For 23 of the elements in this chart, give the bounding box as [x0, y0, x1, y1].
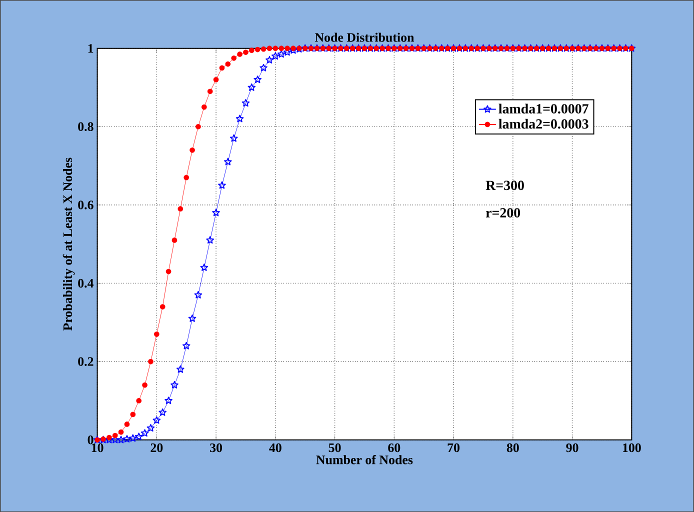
y-tick-label: 0 [88, 435, 94, 444]
x-tick-label: 70 [448, 443, 460, 452]
y-tick-label: 0.2 [78, 357, 94, 366]
x-tick-label: 100 [622, 443, 641, 452]
x-axis-title: Number of Nodes [316, 454, 413, 464]
x-tick-label: 20 [150, 443, 163, 452]
annotation: r=200 [486, 208, 520, 218]
legend-label: lamda1=0.0007 [498, 104, 588, 114]
annotation: R=300 [486, 180, 524, 190]
y-tick-label: 0.4 [78, 278, 94, 288]
x-tick-label: 90 [566, 443, 578, 452]
x-tick-label: 60 [388, 443, 400, 452]
y-tick-label: 1 [88, 44, 94, 53]
y-tick-label: 0.8 [78, 122, 94, 131]
x-tick-label: 50 [328, 443, 341, 452]
x-tick-label: 80 [506, 443, 519, 452]
x-tick-label: 40 [269, 443, 282, 452]
y-tick-label: 0.6 [78, 200, 94, 210]
legend-label: lamda2=0.0003 [498, 118, 588, 129]
x-tick-label: 30 [210, 443, 222, 452]
chart-title: Node Distribution [314, 32, 414, 42]
x-tick-label: 10 [92, 443, 104, 452]
y-axis-title: Probability of at Least X Nodes [62, 158, 75, 330]
